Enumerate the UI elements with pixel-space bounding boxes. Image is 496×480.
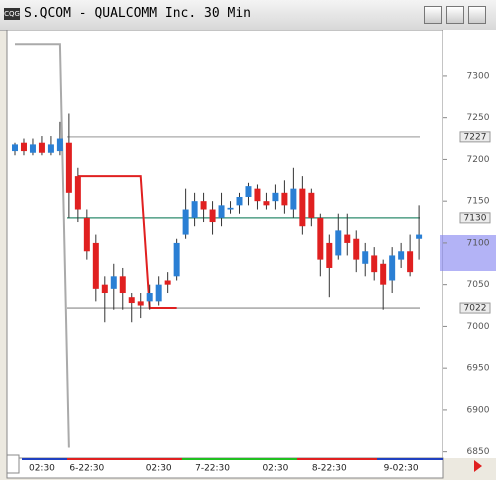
candle-body	[110, 276, 117, 289]
candle-body	[92, 242, 99, 289]
candle-body	[29, 144, 36, 153]
candle-body	[200, 201, 207, 210]
candle-body	[38, 142, 45, 153]
candle-body	[281, 192, 288, 206]
y-tick-label: 6950	[467, 364, 490, 374]
candle-body	[245, 186, 252, 197]
session-strip	[67, 458, 182, 460]
candle-body	[101, 284, 108, 294]
candle-body	[20, 142, 27, 152]
y-tick-label: 7250	[467, 113, 490, 123]
candle-body	[227, 207, 234, 210]
price-marker	[440, 235, 496, 271]
level-label: 7022	[464, 304, 487, 314]
candle-body	[56, 138, 63, 152]
y-tick-label: 7100	[467, 238, 490, 248]
level-box	[459, 302, 491, 314]
candle-body	[380, 263, 387, 285]
candle-body	[173, 242, 180, 277]
candle-body	[353, 238, 360, 260]
candle-body	[146, 293, 153, 302]
y-tick-label: 6850	[467, 447, 490, 457]
candle-body	[65, 142, 72, 193]
level-label: 7227	[464, 132, 487, 142]
session-strip	[297, 458, 377, 460]
candle-body	[218, 205, 225, 218]
candle-body	[182, 209, 189, 235]
candle-body	[209, 209, 216, 223]
level-box	[459, 212, 491, 224]
app-icon: CQG	[4, 8, 20, 20]
scroll-box[interactable]	[6, 454, 20, 474]
x-tick-label: 02:30	[262, 464, 288, 474]
candle-body	[290, 188, 297, 210]
candle-body	[74, 176, 81, 210]
y-tick-label: 7200	[467, 155, 490, 165]
candle-body	[272, 192, 279, 202]
x-tick-label: 02:30	[29, 464, 55, 474]
candle-body	[119, 276, 126, 294]
candle-body	[371, 255, 378, 273]
candle-body	[326, 242, 333, 268]
maximize-button[interactable]	[446, 6, 464, 24]
x-tick-label: 02:30	[146, 464, 172, 474]
candle-body	[398, 251, 405, 260]
candle-body	[83, 217, 90, 252]
indicator-line	[77, 175, 177, 310]
candle-body	[236, 196, 243, 206]
y-tick-label: 6900	[467, 405, 490, 415]
candle-body	[407, 251, 414, 273]
close-button[interactable]	[468, 6, 486, 24]
x-tick-label: 7-22:30	[195, 464, 230, 474]
level-box	[459, 131, 491, 143]
y-tick-label: 7300	[467, 71, 490, 81]
candle-body	[263, 201, 270, 206]
candle-body	[308, 192, 315, 218]
session-strip	[377, 458, 443, 460]
candle-body	[317, 217, 324, 260]
indicator-line	[15, 43, 70, 448]
candle-body	[128, 297, 135, 304]
candle-body	[299, 188, 306, 227]
candle-body	[389, 255, 396, 281]
plot-area	[6, 30, 444, 459]
candle-body	[12, 144, 18, 152]
scroll-arrow[interactable]	[474, 460, 482, 472]
session-strip	[182, 458, 297, 460]
candle-body	[362, 251, 369, 264]
title-bar: CQG S.QCOM - QUALCOMM Inc. 30 Min	[0, 0, 496, 31]
candle-body	[47, 144, 54, 153]
candle-body	[254, 188, 261, 202]
x-tick-label: 6-22:30	[69, 464, 104, 474]
level-label: 7130	[464, 213, 487, 223]
candle-body	[164, 280, 171, 285]
y-tick-label: 7000	[467, 322, 490, 332]
session-strip	[22, 458, 67, 460]
window-title: S.QCOM - QUALCOMM Inc. 30 Min	[24, 6, 251, 21]
candle-body	[335, 230, 342, 256]
candle-body	[137, 301, 144, 306]
x-tick-label: 9-02:30	[384, 464, 419, 474]
candle-body	[155, 284, 162, 302]
chart: 6850 6900 6950 7000 7050 7100 7150 7200 7250 7300…	[6, 30, 496, 479]
candle-body	[344, 234, 351, 243]
candle-body	[416, 234, 423, 239]
y-tick-label: 7150	[467, 197, 490, 207]
minimize-button[interactable]	[424, 6, 442, 24]
candle-body	[191, 201, 198, 218]
x-tick-label: 8-22:30	[312, 464, 347, 474]
y-tick-label: 7050	[467, 280, 490, 290]
